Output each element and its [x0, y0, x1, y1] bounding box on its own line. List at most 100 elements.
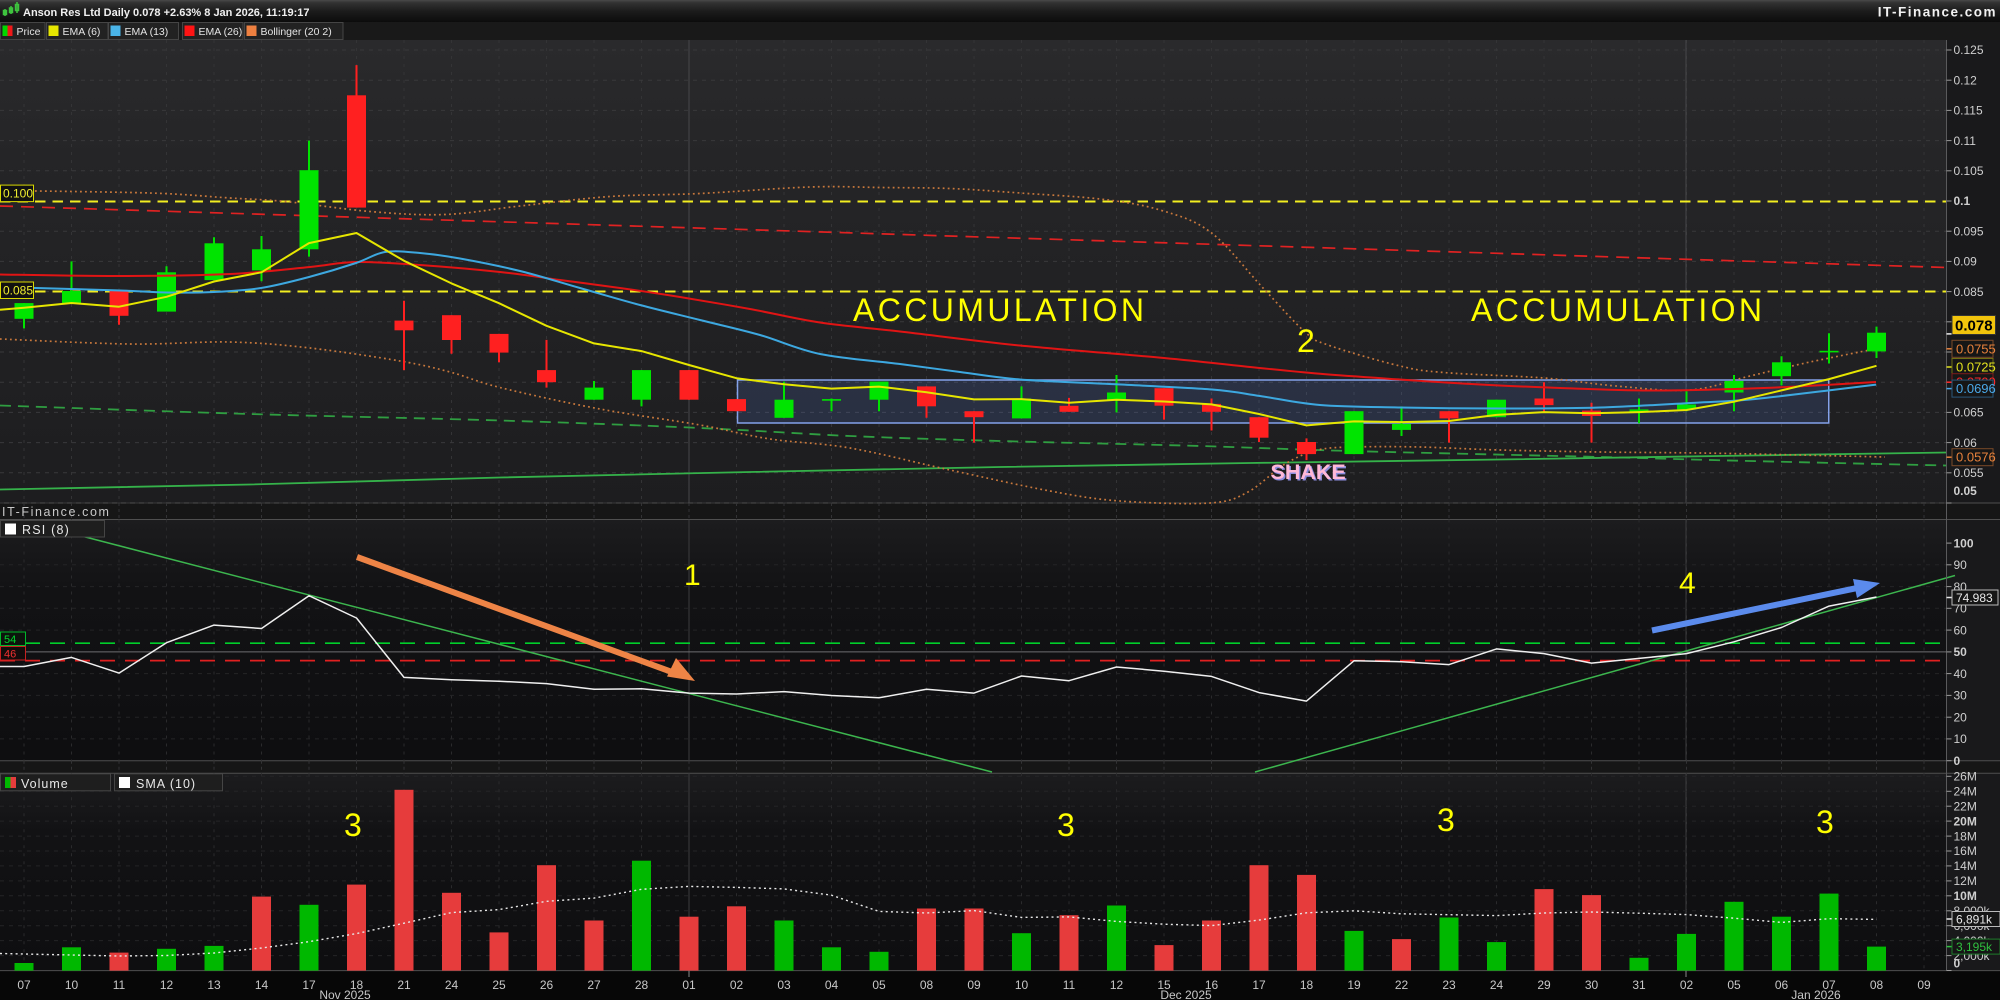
svg-text:ACCUMULATION: ACCUMULATION — [853, 292, 1147, 328]
svg-text:Jan 2026: Jan 2026 — [1791, 988, 1841, 1000]
svg-text:18M: 18M — [1954, 829, 1977, 843]
svg-text:0.105: 0.105 — [1954, 164, 1984, 178]
svg-text:IT-Finance.com: IT-Finance.com — [2, 505, 111, 519]
svg-text:08: 08 — [920, 978, 934, 992]
svg-text:90: 90 — [1954, 558, 1968, 572]
svg-text:0.095: 0.095 — [1954, 224, 1984, 238]
svg-text:22M: 22M — [1954, 799, 1977, 813]
svg-text:23: 23 — [1442, 978, 1456, 992]
svg-text:0.06: 0.06 — [1954, 436, 1978, 450]
svg-text:54: 54 — [4, 634, 16, 646]
svg-text:0.115: 0.115 — [1954, 104, 1983, 118]
svg-text:0.125: 0.125 — [1954, 43, 1984, 57]
svg-text:30: 30 — [1585, 978, 1599, 992]
svg-text:0: 0 — [1954, 754, 1961, 768]
svg-text:EMA (13): EMA (13) — [125, 26, 169, 38]
svg-text:3: 3 — [344, 807, 362, 843]
svg-text:0.0725: 0.0725 — [1956, 360, 1996, 375]
svg-text:50: 50 — [1954, 645, 1968, 659]
svg-text:08: 08 — [1870, 978, 1884, 992]
svg-text:12: 12 — [160, 978, 174, 992]
svg-text:0.100: 0.100 — [3, 187, 33, 201]
svg-text:EMA (26): EMA (26) — [199, 26, 243, 38]
svg-text:02: 02 — [1680, 978, 1694, 992]
svg-text:0.1: 0.1 — [1954, 194, 1971, 208]
svg-text:2: 2 — [1297, 323, 1315, 359]
svg-text:28: 28 — [635, 978, 649, 992]
svg-text:0.09: 0.09 — [1954, 255, 1978, 269]
svg-text:0.05: 0.05 — [1954, 484, 1978, 498]
svg-text:0.055: 0.055 — [1954, 466, 1984, 480]
svg-text:26: 26 — [540, 978, 554, 992]
svg-text:31: 31 — [1632, 978, 1646, 992]
svg-text:3: 3 — [1057, 807, 1075, 843]
svg-text:20: 20 — [1954, 710, 1968, 724]
svg-text:0.078: 0.078 — [1955, 318, 1993, 335]
svg-text:16M: 16M — [1954, 844, 1977, 858]
svg-text:12: 12 — [1110, 978, 1124, 992]
svg-text:0.085: 0.085 — [1954, 285, 1984, 299]
svg-text:3: 3 — [1816, 804, 1834, 840]
svg-text:15: 15 — [1157, 978, 1171, 992]
svg-text:27: 27 — [587, 978, 601, 992]
svg-text:03: 03 — [777, 978, 791, 992]
svg-text:0.0755: 0.0755 — [1956, 341, 1996, 356]
svg-text:24: 24 — [1490, 978, 1504, 992]
svg-text:07: 07 — [17, 978, 31, 992]
svg-text:30: 30 — [1954, 689, 1968, 703]
svg-text:22: 22 — [1395, 978, 1409, 992]
svg-text:0.0696: 0.0696 — [1956, 381, 1996, 396]
svg-text:11: 11 — [1063, 978, 1076, 992]
svg-text:SMA (10): SMA (10) — [136, 777, 196, 791]
svg-text:0.11: 0.11 — [1954, 134, 1977, 148]
svg-text:Dec 2025: Dec 2025 — [1160, 988, 1212, 1000]
svg-text:74.983: 74.983 — [1956, 591, 1993, 605]
svg-text:14: 14 — [255, 978, 269, 992]
svg-text:24M: 24M — [1954, 785, 1977, 799]
svg-text:1: 1 — [684, 559, 701, 592]
svg-text:40: 40 — [1954, 667, 1968, 681]
svg-text:16: 16 — [1205, 978, 1219, 992]
svg-text:18: 18 — [1300, 978, 1314, 992]
svg-text:0.085: 0.085 — [3, 283, 33, 297]
svg-text:60: 60 — [1954, 623, 1968, 637]
svg-text:6,891k: 6,891k — [1956, 913, 1993, 927]
svg-text:21: 21 — [397, 978, 411, 992]
svg-text:ACCUMULATION: ACCUMULATION — [1471, 292, 1765, 328]
svg-text:18: 18 — [350, 978, 364, 992]
svg-text:3,195k: 3,195k — [1956, 940, 1993, 954]
svg-text:06: 06 — [1775, 978, 1789, 992]
svg-text:0.12: 0.12 — [1954, 73, 1978, 87]
svg-text:10M: 10M — [1954, 889, 1977, 903]
svg-text:100: 100 — [1954, 536, 1974, 550]
svg-text:14M: 14M — [1954, 859, 1977, 873]
svg-text:05: 05 — [872, 978, 886, 992]
svg-text:02: 02 — [730, 978, 744, 992]
svg-text:Price: Price — [17, 26, 41, 38]
svg-text:Volume: Volume — [21, 777, 69, 791]
svg-text:01: 01 — [682, 978, 696, 992]
svg-text:Nov 2025: Nov 2025 — [319, 988, 371, 1000]
svg-text:13: 13 — [207, 978, 221, 992]
svg-text:SHAKE: SHAKE — [1272, 462, 1347, 486]
svg-text:09: 09 — [1917, 978, 1931, 992]
svg-text:10: 10 — [65, 978, 79, 992]
svg-text:25: 25 — [492, 978, 506, 992]
svg-text:11: 11 — [113, 978, 126, 992]
svg-text:09: 09 — [967, 978, 981, 992]
svg-text:Bollinger (20 2): Bollinger (20 2) — [261, 26, 332, 38]
svg-text:17: 17 — [1252, 978, 1266, 992]
svg-text:SHAKE: SHAKE — [1271, 460, 1346, 484]
svg-text:3: 3 — [1437, 802, 1455, 838]
svg-text:RSI (8): RSI (8) — [22, 523, 70, 537]
svg-text:12M: 12M — [1954, 874, 1977, 888]
svg-text:05: 05 — [1727, 978, 1741, 992]
svg-text:10: 10 — [1015, 978, 1029, 992]
svg-text:0: 0 — [1954, 957, 1961, 971]
svg-text:26M: 26M — [1954, 770, 1977, 784]
svg-text:29: 29 — [1537, 978, 1551, 992]
svg-text:EMA (6): EMA (6) — [63, 26, 101, 38]
svg-text:24: 24 — [445, 978, 459, 992]
svg-text:IT-Finance.com: IT-Finance.com — [1878, 5, 1997, 20]
svg-text:Anson Res Ltd Daily 0.078 +2.6: Anson Res Ltd Daily 0.078 +2.63% 8 Jan 2… — [23, 7, 309, 19]
